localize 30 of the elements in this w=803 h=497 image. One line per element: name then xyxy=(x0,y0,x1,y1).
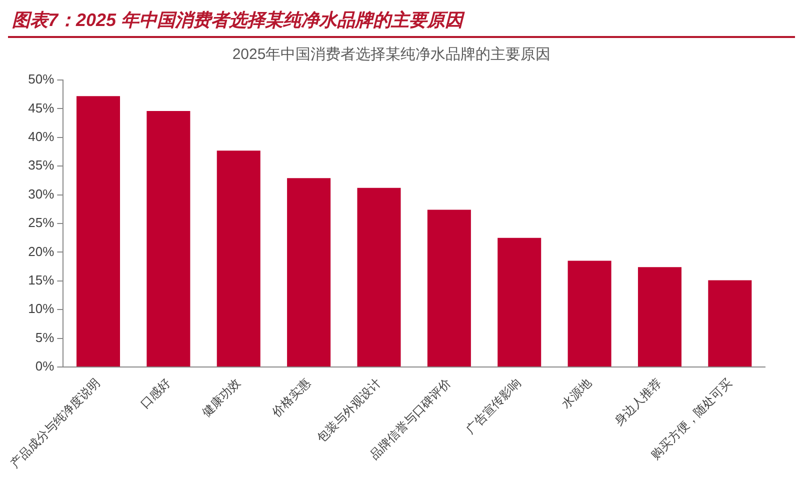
bar xyxy=(568,260,612,366)
x-tick-label: 水源地 xyxy=(558,376,594,411)
bar xyxy=(357,188,401,366)
y-tick-label: 20% xyxy=(28,244,55,259)
y-tick-label: 35% xyxy=(28,158,55,173)
chart-subtitle: 2025年中国消费者选择某纯净水品牌的主要原因 xyxy=(232,46,551,64)
bar xyxy=(146,110,190,366)
x-tick-label: 价格实惠 xyxy=(268,376,314,420)
x-tick-label: 身边人推荐 xyxy=(612,376,664,428)
y-tick-label: 40% xyxy=(28,128,55,144)
chart-title: 图表7：2025 年中国消费者选择某纯净水品牌的主要原因 xyxy=(8,8,795,38)
y-tick-label: 15% xyxy=(28,272,55,288)
y-tick-label: 45% xyxy=(28,100,55,116)
y-tick-label: 25% xyxy=(28,215,55,230)
y-tick-label: 50% xyxy=(28,72,55,87)
bar xyxy=(76,96,120,366)
y-tick-label: 30% xyxy=(28,186,55,202)
x-tick-label: 广告宣传影响 xyxy=(463,376,524,436)
y-tick-label: 0% xyxy=(35,358,55,374)
x-tick-label: 口感好 xyxy=(138,376,173,411)
x-tick-label: 产品成分与纯净度说明 xyxy=(8,376,103,470)
bar xyxy=(638,267,682,366)
y-tick-label: 10% xyxy=(28,301,55,316)
bar xyxy=(498,238,542,366)
bar xyxy=(216,150,260,366)
bar xyxy=(708,280,752,366)
x-tick-label: 健康功效 xyxy=(199,376,244,420)
bar xyxy=(427,210,471,366)
bar xyxy=(287,178,331,366)
y-tick-label: 5% xyxy=(35,330,55,345)
